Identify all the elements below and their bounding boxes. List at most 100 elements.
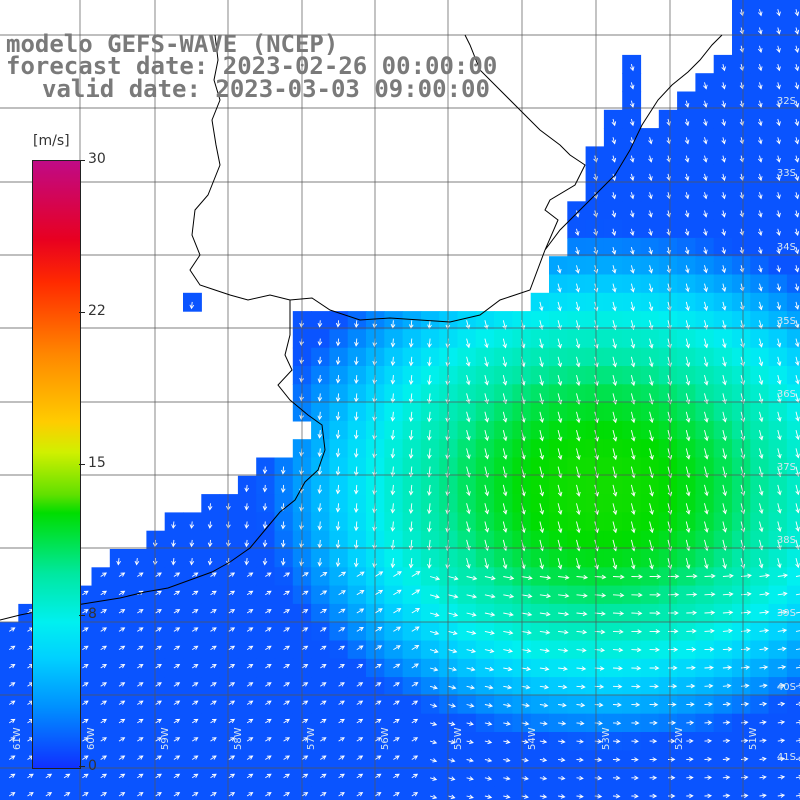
wind-arrow-head — [783, 573, 789, 578]
wind-arrow — [320, 792, 327, 797]
wind-arrow — [484, 539, 489, 551]
wind-arrow-head — [648, 157, 653, 163]
wind-arrow-head — [777, 453, 782, 459]
wind-arrow-head — [484, 491, 490, 497]
wind-arrow — [173, 627, 180, 632]
wind-arrow-head — [189, 542, 195, 548]
wind-arrow-head — [545, 648, 550, 653]
wind-arrow — [576, 210, 579, 217]
wind-arrow-head — [157, 682, 162, 687]
wind-arrow — [265, 627, 272, 632]
wind-arrow-head — [684, 121, 690, 127]
wind-arrow — [484, 685, 493, 689]
wind-arrow — [759, 82, 762, 89]
wind-cell — [786, 567, 800, 587]
wind-arrow — [503, 667, 512, 671]
wind-arrow-head — [299, 451, 304, 457]
wind-arrow — [759, 411, 763, 422]
wind-arrow-head — [396, 626, 402, 631]
wind-arrow — [374, 626, 382, 632]
wind-arrow-head — [248, 718, 254, 724]
wind-arrow-head — [794, 231, 800, 237]
wind-arrow-head — [427, 491, 432, 496]
wind-arrow — [155, 773, 162, 779]
wind-arrow — [410, 484, 413, 495]
wind-arrow — [704, 374, 708, 385]
wind-arrow — [722, 593, 733, 596]
wind-arrow-head — [758, 454, 764, 460]
wind-arrow-head — [630, 249, 635, 255]
wind-arrow — [704, 630, 714, 632]
wind-arrow — [502, 484, 507, 496]
wind-arrow — [503, 722, 511, 725]
wind-arrow-head — [193, 664, 199, 669]
wind-arrow-head — [546, 593, 552, 599]
wind-arrow — [466, 448, 470, 459]
wind-arrow — [191, 719, 198, 724]
wind-arrow-head — [579, 720, 585, 726]
wind-arrow — [795, 283, 799, 291]
wind-arrow-head — [340, 792, 345, 797]
wind-arrow-head — [612, 343, 617, 349]
wind-arrow — [612, 137, 616, 144]
wind-arrow-head — [594, 362, 599, 368]
wind-arrow-head — [634, 738, 639, 744]
wind-arrow-head — [414, 645, 420, 650]
wind-arrow-head — [597, 775, 603, 781]
wind-arrow — [539, 759, 547, 761]
wind-cell — [274, 695, 294, 715]
wind-arrow — [173, 719, 180, 724]
wind-arrow — [301, 645, 308, 650]
wind-arrow — [722, 320, 726, 329]
wind-arrow — [355, 320, 358, 328]
wind-arrow-head — [83, 718, 89, 724]
wind-arrow — [8, 792, 15, 797]
wind-arrow-head — [230, 627, 236, 632]
wind-arrow — [484, 594, 495, 598]
wind-arrow — [356, 608, 364, 614]
wind-arrow-head — [189, 560, 195, 566]
colorbar-label-22: 22 — [88, 303, 106, 319]
wind-arrow — [685, 448, 690, 460]
wind-cell — [475, 786, 495, 800]
wind-arrow — [137, 792, 144, 797]
wind-arrow — [283, 627, 290, 632]
wind-arrow — [191, 682, 198, 687]
wind-arrow-head — [652, 757, 658, 762]
wind-arrow — [777, 246, 780, 254]
wind-arrow-head — [353, 526, 359, 532]
wind-arrow — [301, 773, 308, 779]
wind-arrow — [521, 759, 529, 762]
wind-arrow-head — [708, 701, 713, 707]
wind-arrow-head — [726, 701, 732, 707]
wind-arrow — [576, 795, 583, 798]
wind-arrow-head — [317, 396, 323, 402]
wind-arrow — [410, 356, 413, 366]
wind-arrow — [27, 773, 34, 779]
wind-arrow-head — [415, 589, 421, 594]
wind-arrow-head — [394, 718, 400, 724]
wind-arrow-head — [795, 361, 800, 367]
wind-arrow-head — [340, 645, 345, 650]
wind-arrow-head — [740, 454, 746, 460]
wind-arrow — [8, 719, 15, 724]
wind-arrow-head — [262, 469, 268, 475]
wind-arrow-head — [721, 102, 726, 108]
wind-arrow — [392, 375, 394, 384]
wind-arrow — [685, 118, 689, 126]
wind-cell — [256, 640, 276, 660]
wind-arrow — [759, 118, 762, 126]
wind-arrow — [777, 63, 780, 71]
wind-arrow — [722, 82, 725, 89]
wind-arrow — [429, 685, 438, 689]
wind-arrow — [392, 393, 394, 403]
wind-arrow — [576, 685, 585, 688]
wind-arrow-head — [703, 176, 708, 182]
wind-arrow-head — [427, 417, 432, 423]
wind-arrow — [245, 539, 248, 547]
wind-arrow — [428, 338, 431, 348]
wind-arrow-head — [631, 528, 636, 534]
wind-arrow — [136, 558, 138, 565]
wind-arrow-head — [721, 157, 726, 163]
wind-arrow-head — [780, 774, 786, 780]
